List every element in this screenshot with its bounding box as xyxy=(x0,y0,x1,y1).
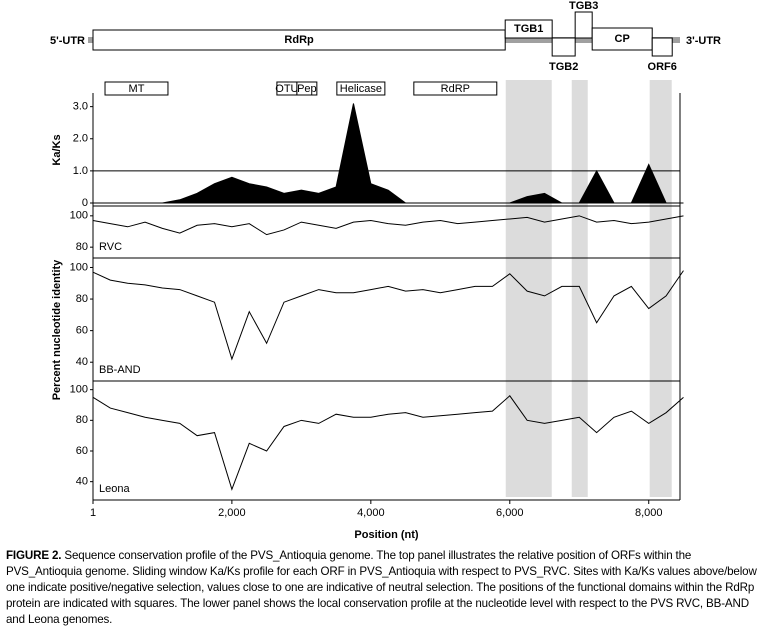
series-label: BB-AND xyxy=(99,364,141,376)
x-axis-label: Position (nt) xyxy=(354,529,418,541)
domain-label: Pep xyxy=(297,83,317,95)
y-tick-label: 100 xyxy=(70,384,88,396)
highlight-region xyxy=(649,80,672,497)
orf-label: RdRp xyxy=(284,34,314,46)
domain-box xyxy=(413,81,498,96)
orf-label: TGB1 xyxy=(514,23,543,35)
orf-label: TGB3 xyxy=(569,0,598,12)
y-tick-label: 60 xyxy=(76,445,88,457)
x-tick-label: 1 xyxy=(90,507,96,519)
line xyxy=(92,215,684,236)
domain-box xyxy=(336,81,386,96)
area xyxy=(93,103,684,204)
orf-box xyxy=(504,19,553,39)
y-tick-label: 0 xyxy=(82,197,88,209)
domain-label: Helicase xyxy=(340,83,382,95)
orf-label: TGB2 xyxy=(549,61,578,73)
utr3-label: 3'-UTR xyxy=(686,35,721,47)
y-tick-label: 100 xyxy=(70,261,88,273)
x-tick-label: 2,000 xyxy=(218,507,246,519)
highlight-region xyxy=(505,80,552,497)
domain-label: MT xyxy=(129,83,145,95)
orf-box xyxy=(92,29,506,51)
line xyxy=(92,270,684,361)
utr5-label: 5'-UTR xyxy=(50,35,85,47)
caption: FIGURE 2. Sequence conservation profile … xyxy=(6,548,758,628)
domain-box xyxy=(296,81,318,96)
orf-label: CP xyxy=(615,33,630,45)
series-label: Leona xyxy=(99,483,130,495)
y-tick-label: 80 xyxy=(76,414,88,426)
y-tick-label: 80 xyxy=(76,241,88,253)
y-tick-label: 100 xyxy=(70,210,88,222)
y-tick-label: 40 xyxy=(76,356,88,368)
y-axis-label: Ka/Ks xyxy=(51,134,63,165)
y-tick-label: 1.0 xyxy=(73,165,88,177)
y-tick-label: 3.0 xyxy=(73,101,88,113)
series-label: RVC xyxy=(99,241,122,253)
domain-box xyxy=(104,81,169,96)
orf-box xyxy=(651,37,673,57)
orf-box xyxy=(551,37,576,57)
x-tick-label: 6,000 xyxy=(496,507,524,519)
line xyxy=(92,395,684,491)
y-tick-label: 60 xyxy=(76,325,88,337)
shared-y-label: Percent nucleotide identity xyxy=(51,259,63,400)
caption-text: Sequence conservation profile of the PVS… xyxy=(6,549,757,626)
orf-label: ORF6 xyxy=(648,61,677,73)
y-tick-label: 80 xyxy=(76,293,88,305)
y-tick-label: 2.0 xyxy=(73,133,88,145)
x-tick-label: 4,000 xyxy=(357,507,385,519)
orf-box xyxy=(574,11,593,39)
domain-label: RdRP xyxy=(441,83,470,95)
caption-label: FIGURE 2. xyxy=(6,549,62,562)
y-tick-label: 40 xyxy=(76,476,88,488)
domain-label: OTU xyxy=(275,83,298,95)
x-tick-label: 8,000 xyxy=(635,507,663,519)
